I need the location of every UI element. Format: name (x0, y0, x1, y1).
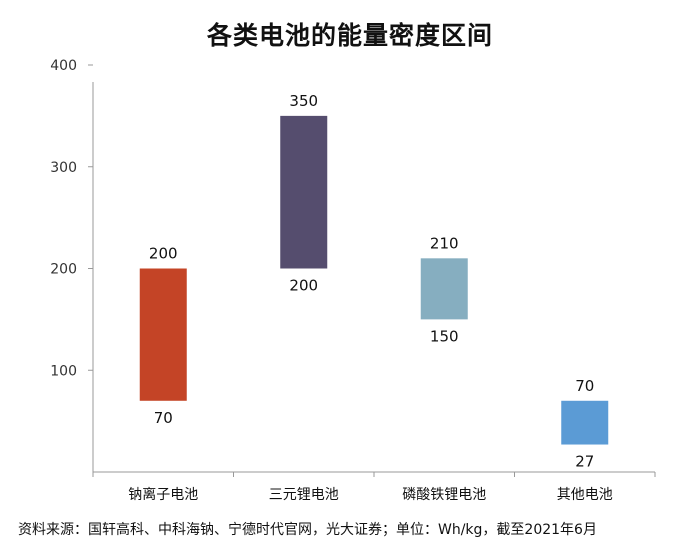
chart-title: 各类电池的能量密度区间 (206, 21, 493, 50)
min-value-label: 150 (430, 327, 459, 345)
max-value-label: 200 (149, 245, 178, 263)
y-tick-label: 400 (50, 58, 77, 74)
y-tick-label: 200 (50, 262, 77, 278)
category-label: 磷酸铁锂电池 (402, 487, 486, 503)
min-value-label: 70 (154, 409, 173, 427)
min-value-label: 27 (575, 453, 594, 471)
range-bar (280, 115, 328, 269)
source-note: 资料来源：国轩高科、中科海钠、宁德时代官网，光大证券；单位：Wh/kg，截至20… (18, 522, 597, 538)
max-value-label: 210 (430, 234, 459, 252)
category-label: 三元锂电池 (269, 487, 339, 503)
range-bar (420, 258, 468, 320)
y-tick-label: 100 (50, 363, 77, 379)
range-bar (139, 268, 187, 401)
category-label: 其他电池 (557, 487, 613, 503)
category-label: 钠离子电池 (128, 486, 198, 503)
min-value-label: 200 (289, 277, 318, 295)
y-tick-label: 300 (50, 160, 77, 176)
max-value-label: 350 (289, 92, 318, 110)
max-value-label: 70 (575, 377, 594, 395)
range-bar (561, 400, 609, 445)
